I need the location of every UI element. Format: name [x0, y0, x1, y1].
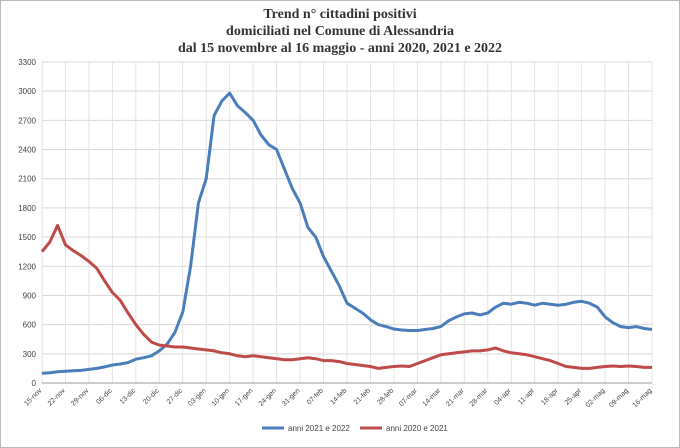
y-tick-label: 1500	[18, 233, 36, 242]
y-tick-label: 600	[23, 321, 37, 330]
y-tick-label: 3000	[18, 87, 36, 96]
series-line	[41, 91, 653, 375]
y-tick-label: 1200	[18, 262, 36, 271]
y-tick-label: 3300	[18, 58, 36, 67]
legend-label: anni 2020 e 2021	[386, 424, 448, 433]
y-tick-label: 0	[32, 379, 37, 388]
chart-title: domiciliati nel Comune di Alessandria	[226, 24, 454, 39]
y-tick-label: 2700	[18, 116, 36, 125]
y-tick-label: 300	[23, 350, 37, 359]
y-tick-label: 1800	[18, 204, 36, 213]
y-tick-label: 2400	[18, 146, 36, 155]
series-line	[40, 223, 652, 370]
legend-label: anni 2021 e 2022	[288, 424, 350, 433]
y-tick-label: 900	[23, 291, 37, 300]
chart-title: dal 15 novembre al 16 maggio - anni 2020…	[178, 41, 502, 56]
chart-title: Trend n° cittadini positivi	[263, 7, 416, 22]
y-tick-label: 2100	[18, 175, 36, 184]
